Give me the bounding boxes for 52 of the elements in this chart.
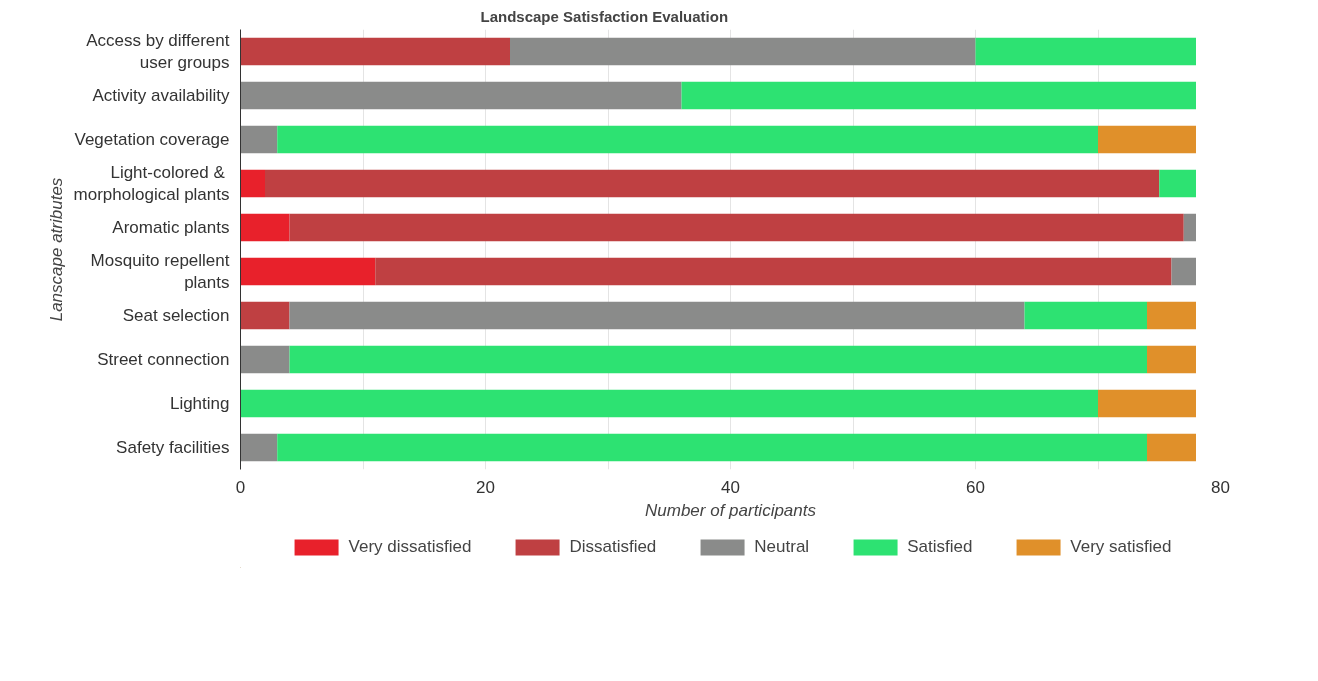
bar bbox=[240, 389, 1098, 418]
y-tick-label: Street connection bbox=[97, 350, 230, 369]
bar bbox=[1159, 169, 1196, 198]
bar bbox=[240, 213, 290, 242]
bar bbox=[240, 169, 265, 198]
bar bbox=[375, 257, 1172, 286]
bar bbox=[1171, 257, 1196, 286]
bar bbox=[240, 37, 510, 66]
bar bbox=[681, 81, 1196, 110]
legend-label: Dissatisfied bbox=[569, 537, 657, 557]
y-tick-label: Light-colored & morphological plants bbox=[73, 162, 230, 205]
bar bbox=[1098, 125, 1196, 154]
x-tick-label: 0 bbox=[235, 477, 246, 497]
bar bbox=[1183, 213, 1196, 242]
bar bbox=[1098, 389, 1196, 418]
y-tick-label: Safety facilities bbox=[116, 438, 230, 457]
legend-label: Very dissatisfied bbox=[348, 537, 472, 557]
x-tick-label: 60 bbox=[966, 477, 985, 497]
bar bbox=[240, 345, 290, 374]
y-tick-label: Mosquito repellent plants bbox=[90, 250, 230, 293]
x-tick-label: 80 bbox=[1211, 477, 1230, 497]
y-tick-label: Lighting bbox=[169, 394, 230, 413]
bar bbox=[1147, 433, 1196, 462]
bar bbox=[289, 213, 1184, 242]
bar bbox=[240, 125, 278, 154]
legend-label: Very satisfied bbox=[1070, 537, 1172, 557]
bar bbox=[277, 433, 1147, 462]
x-axis-title: Number of participants bbox=[644, 500, 817, 520]
bar bbox=[1147, 345, 1196, 374]
bar bbox=[510, 37, 976, 66]
bar bbox=[277, 125, 1098, 154]
x-tick-label: 40 bbox=[721, 477, 740, 497]
bar bbox=[240, 257, 376, 286]
x-tick-label: 20 bbox=[476, 477, 495, 497]
bar bbox=[289, 301, 1025, 330]
bar bbox=[289, 345, 1147, 374]
bar bbox=[240, 433, 278, 462]
legend-label: Satisfied bbox=[907, 537, 973, 557]
y-tick-label: Seat selection bbox=[122, 306, 230, 325]
chart-title: Landscape Satisfaction Evaluation bbox=[480, 7, 729, 25]
bar bbox=[240, 81, 682, 110]
bar bbox=[240, 301, 290, 330]
legend-label: Neutral bbox=[754, 537, 810, 557]
y-tick-label: Vegetation coverage bbox=[74, 130, 230, 149]
bar bbox=[265, 169, 1160, 198]
y-tick-label: Access by different user groups bbox=[86, 30, 230, 73]
bar bbox=[1024, 301, 1147, 330]
bar bbox=[975, 37, 1196, 66]
y-axis-title: Lanscape atributes bbox=[46, 177, 66, 322]
bar bbox=[1147, 301, 1196, 330]
y-tick-label: Activity availability bbox=[92, 86, 230, 105]
y-tick-label: Aromatic plants bbox=[112, 218, 230, 237]
